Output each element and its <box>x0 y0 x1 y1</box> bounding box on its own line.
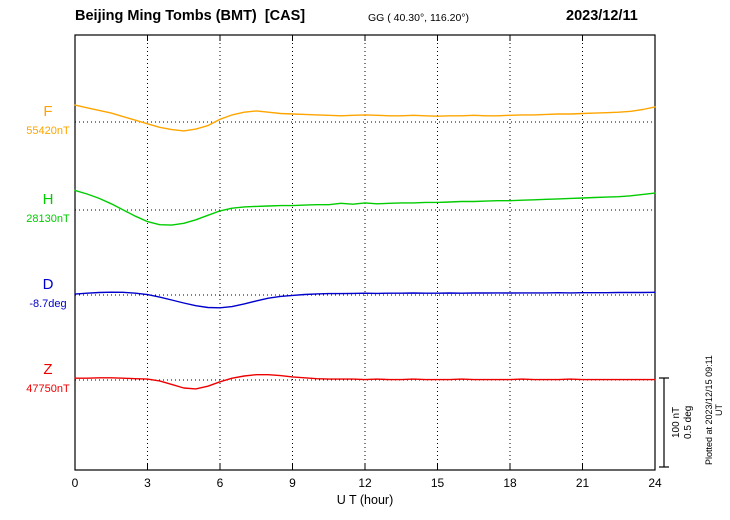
series-baseline-h: 28130nT <box>26 213 70 225</box>
station-coordinates: GG ( 40.30°, 116.20°) <box>368 12 470 24</box>
series-letter-z: Z <box>43 361 53 378</box>
plotted-at-note: Plotted at 2023/12/15 09:11 UT <box>704 355 724 465</box>
series-label-h: H 28130nT <box>6 192 90 225</box>
series-label-f: F 55420nT <box>6 104 90 137</box>
x-tick-label: 12 <box>358 476 372 490</box>
x-tick-label: 3 <box>144 476 151 490</box>
series-label-z: Z 47750nT <box>6 362 90 395</box>
x-tick-label: 24 <box>648 476 662 490</box>
x-axis-ticks: 0 3 6 9 12 15 18 21 24 <box>0 476 730 492</box>
station-title: Beijing Ming Tombs (BMT) [CAS] <box>75 8 306 24</box>
x-tick-label: 6 <box>216 476 224 490</box>
x-tick-label: 18 <box>503 476 517 490</box>
x-axis-label: U T (hour) <box>336 493 394 507</box>
series-letter-d: D <box>42 276 54 293</box>
scale-bar-labels: 100 nT 0.5 deg <box>671 376 694 468</box>
series-label-d: D -8.7deg <box>6 277 90 310</box>
x-tick-label: 21 <box>575 476 590 490</box>
scale-bar-deg-label: 0.5 deg <box>683 405 694 439</box>
series-baseline-f: 55420nT <box>26 125 70 137</box>
series-letter-h: H <box>42 191 54 208</box>
x-tick-label: 9 <box>289 476 296 490</box>
series-letter-f: F <box>43 103 53 120</box>
x-tick-label: 0 <box>71 476 79 490</box>
scale-bar-nt-label: 100 nT <box>671 406 682 438</box>
series-baseline-z: 47750nT <box>26 383 70 395</box>
x-tick-label: 15 <box>430 476 445 490</box>
plot-date: 2023/12/11 <box>566 8 638 24</box>
series-baseline-d: -8.7deg <box>29 298 67 310</box>
